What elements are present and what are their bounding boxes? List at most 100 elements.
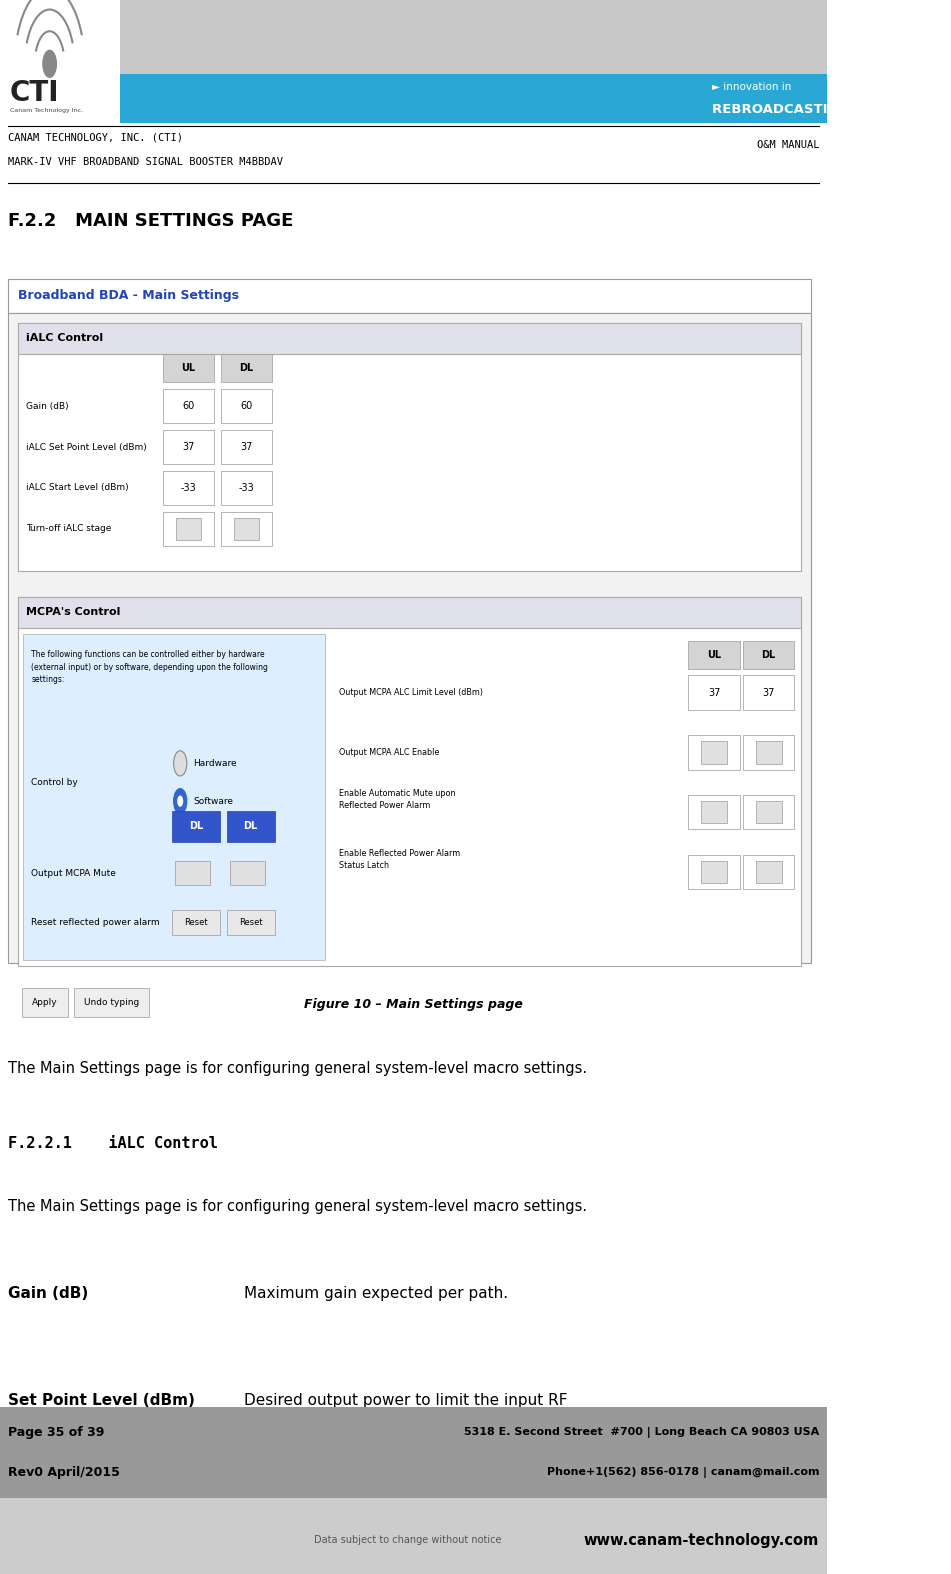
Bar	[163, 471, 214, 505]
Text: -33: -33	[181, 483, 197, 493]
Text: MCPA's Control: MCPA's Control	[27, 608, 121, 617]
Text: Output MCPA ALC Limit Level (dBm): Output MCPA ALC Limit Level (dBm)	[340, 688, 483, 697]
Bar	[22, 988, 68, 1017]
Bar	[18, 597, 801, 966]
Bar	[743, 855, 794, 889]
Bar	[743, 641, 794, 669]
Text: Reset: Reset	[239, 918, 262, 927]
Bar	[221, 354, 272, 382]
Text: 60: 60	[241, 401, 253, 411]
Bar	[175, 861, 210, 885]
Text: The Main Settings page is for configuring general system-level macro settings.: The Main Settings page is for configurin…	[9, 1199, 588, 1215]
Bar	[234, 518, 260, 540]
Bar	[756, 861, 782, 883]
Bar	[9, 313, 811, 963]
Text: Desired output power to limit the input RF
composite power when it is greater th: Desired output power to limit the input …	[244, 1393, 594, 1451]
Bar	[0, 0, 120, 123]
Text: Broadband BDA - Main Settings: Broadband BDA - Main Settings	[18, 290, 240, 302]
Text: -33: -33	[239, 483, 255, 493]
Text: REBROADCASTING since  1962: REBROADCASTING since 1962	[711, 102, 939, 115]
Text: DL: DL	[189, 822, 204, 831]
Text: Hardware: Hardware	[193, 759, 237, 768]
Bar	[163, 354, 214, 382]
Bar	[743, 735, 794, 770]
Text: Apply: Apply	[32, 998, 58, 1007]
Text: CTI: CTI	[10, 79, 59, 107]
Text: DL: DL	[240, 364, 254, 373]
Text: Rev0 April/2015: Rev0 April/2015	[9, 1467, 120, 1480]
Text: Enable Automatic Mute upon
Reflected Power Alarm: Enable Automatic Mute upon Reflected Pow…	[340, 789, 456, 811]
Bar	[74, 988, 149, 1017]
Bar	[163, 512, 214, 546]
Bar	[172, 910, 220, 935]
Bar	[756, 801, 782, 823]
Bar	[18, 597, 801, 628]
Text: MARK-IV VHF BROADBAND SIGNAL BOOSTER M4BBDAV: MARK-IV VHF BROADBAND SIGNAL BOOSTER M4B…	[9, 157, 283, 167]
Text: Page 35 of 39: Page 35 of 39	[9, 1426, 105, 1439]
Text: Undo typing: Undo typing	[84, 998, 140, 1007]
Text: Reset: Reset	[184, 918, 207, 927]
Bar	[18, 323, 801, 354]
Bar	[172, 811, 220, 842]
Circle shape	[177, 795, 184, 807]
Text: iALC Control: iALC Control	[27, 334, 104, 343]
Bar	[221, 512, 272, 546]
Bar	[756, 741, 782, 763]
Text: Software: Software	[193, 796, 233, 806]
Bar	[689, 795, 740, 829]
Text: 37: 37	[183, 442, 195, 452]
Bar	[0, 1498, 827, 1574]
Text: DL: DL	[762, 650, 776, 660]
Text: www.canam-technology.com: www.canam-technology.com	[584, 1533, 819, 1547]
Text: The Main Settings page is for configuring general system-level macro settings.: The Main Settings page is for configurin…	[9, 1061, 588, 1077]
Bar	[18, 323, 801, 571]
Text: The following functions can be controlled either by hardware
(external input) or: The following functions can be controlle…	[31, 650, 268, 685]
Bar	[226, 910, 275, 935]
Text: 60: 60	[183, 401, 195, 411]
Text: DL: DL	[243, 822, 258, 831]
Text: Control by: Control by	[31, 778, 78, 787]
Bar	[701, 801, 727, 823]
Text: Gain (dB): Gain (dB)	[27, 401, 69, 411]
Text: Data subject to change without notice: Data subject to change without notice	[315, 1535, 502, 1546]
Text: O&M MANUAL: O&M MANUAL	[757, 140, 819, 150]
Bar	[230, 861, 264, 885]
Bar	[689, 735, 740, 770]
Circle shape	[174, 789, 186, 814]
Text: Canam Technology Inc.: Canam Technology Inc.	[10, 109, 83, 113]
Text: 37: 37	[241, 442, 253, 452]
Circle shape	[42, 50, 57, 79]
Bar	[221, 471, 272, 505]
Text: iALC Start Level (dBm): iALC Start Level (dBm)	[27, 483, 129, 493]
Text: Maximum gain expected per path.: Maximum gain expected per path.	[244, 1286, 508, 1302]
Bar	[120, 74, 827, 123]
Bar	[163, 430, 214, 464]
Text: 37: 37	[763, 688, 775, 697]
Bar	[689, 855, 740, 889]
Bar	[743, 675, 794, 710]
Text: Output MCPA Mute: Output MCPA Mute	[31, 869, 116, 878]
Text: Enable Reflected Power Alarm
Status Latch: Enable Reflected Power Alarm Status Latc…	[340, 848, 460, 870]
Text: 5318 E. Second Street  #700 | Long Beach CA 90803 USA: 5318 E. Second Street #700 | Long Beach …	[464, 1428, 819, 1439]
Bar	[701, 861, 727, 883]
Text: ► innovation in: ► innovation in	[711, 82, 791, 93]
Text: Figure 10 – Main Settings page: Figure 10 – Main Settings page	[304, 998, 523, 1011]
Circle shape	[174, 751, 186, 776]
Bar	[120, 0, 827, 123]
Bar	[689, 675, 740, 710]
Text: UL: UL	[182, 364, 196, 373]
Bar	[221, 389, 272, 423]
Bar	[701, 741, 727, 763]
Text: Turn-off iALC stage: Turn-off iALC stage	[27, 524, 112, 534]
Bar	[23, 634, 325, 960]
Bar	[0, 1407, 827, 1498]
Text: F.2.2.1    iALC Control: F.2.2.1 iALC Control	[9, 1136, 218, 1152]
Text: Output MCPA ALC Enable: Output MCPA ALC Enable	[340, 748, 439, 757]
Bar	[9, 279, 811, 313]
Text: Phone+1(562) 856-0178 | canam@mail.com: Phone+1(562) 856-0178 | canam@mail.com	[547, 1467, 819, 1478]
Bar	[163, 389, 214, 423]
Text: Set Point Level (dBm): Set Point Level (dBm)	[9, 1393, 195, 1409]
Bar	[176, 518, 202, 540]
Text: 37: 37	[708, 688, 720, 697]
Bar	[221, 430, 272, 464]
